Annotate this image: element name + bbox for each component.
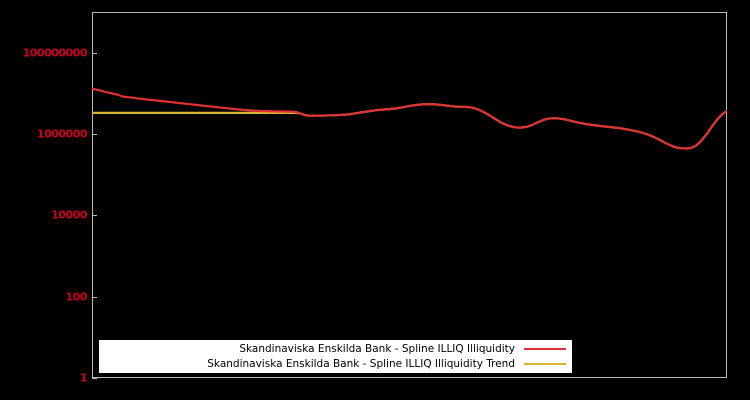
series-line (92, 87, 727, 150)
chart-legend: Skandinaviska Enskilda Bank - Spline ILL… (99, 340, 572, 373)
y-axis-tick-mark (92, 378, 97, 379)
series-line (92, 103, 727, 150)
legend-color-swatch (524, 348, 566, 350)
y-axis-tick-label: 100 (65, 290, 88, 304)
y-axis-tick-label: 100000000 (22, 46, 88, 60)
legend-color-swatch (524, 363, 566, 365)
y-axis-tick-label: 1000000 (36, 127, 88, 141)
legend-label: Skandinaviska Enskilda Bank - Spline ILL… (207, 357, 515, 370)
y-axis-tick-mark (92, 215, 97, 216)
plot-area-frame (92, 12, 727, 378)
y-axis-tick-mark (92, 297, 97, 298)
y-axis-tick-mark (92, 53, 97, 54)
legend-item[interactable]: Skandinaviska Enskilda Bank - Spline ILL… (99, 342, 572, 357)
legend-label: Skandinaviska Enskilda Bank - Spline ILL… (239, 342, 515, 355)
y-axis-tick-labels: 100000000 1000000 10000 100 1 (0, 0, 88, 400)
y-axis-tick-label: 10000 (51, 208, 87, 222)
y-axis-tick-mark (92, 134, 97, 135)
y-axis-tick-label: 1 (79, 371, 88, 385)
legend-item[interactable]: Skandinaviska Enskilda Bank - Spline ILL… (99, 357, 572, 372)
